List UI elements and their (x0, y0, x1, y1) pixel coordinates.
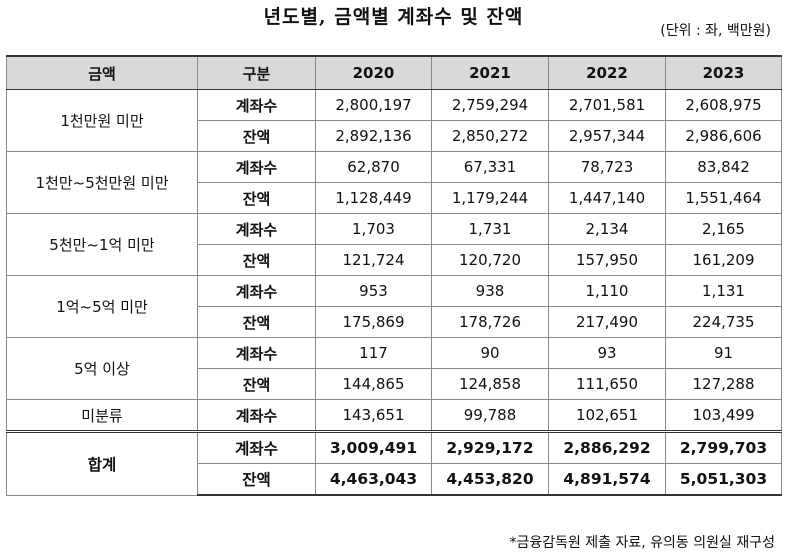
header-cell: 2022 (548, 55, 666, 90)
value-cell: 4,891,574 (548, 463, 666, 496)
value-cell: 93 (548, 337, 666, 369)
table-row: 1억~5억 미만 계좌수 953 938 1,110 1,131 (6, 275, 782, 338)
value-cell: 91 (665, 337, 782, 369)
value-cell: 2,608,975 (665, 89, 782, 121)
value-cell: 2,165 (665, 213, 782, 245)
table-row: 잔액 144,865 124,858 111,650 127,288 (7, 368, 782, 400)
value-cell: 4,463,043 (315, 463, 432, 496)
value-cell: 2,986,606 (665, 120, 782, 152)
value-cell: 217,490 (548, 306, 666, 338)
category-cell: 5억 이상 (6, 337, 198, 400)
row-type-cell: 잔액 (197, 182, 316, 214)
table-row: 잔액 175,869 178,726 217,490 224,735 (7, 306, 782, 338)
value-cell: 224,735 (665, 306, 782, 338)
value-cell: 3,009,491 (315, 430, 432, 464)
value-cell: 5,051,303 (665, 463, 782, 496)
page-title: 년도별, 금액별 계좌수 및 잔액 (263, 6, 524, 28)
value-cell: 103,499 (665, 399, 782, 432)
value-cell: 938 (431, 275, 549, 307)
value-cell: 102,651 (548, 399, 666, 432)
value-cell: 124,858 (431, 368, 549, 400)
table-row: 미분류 계좌수 143,651 99,788 102,651 103,499 (6, 399, 782, 432)
value-cell: 1,703 (315, 213, 432, 245)
value-cell: 175,869 (315, 306, 432, 338)
header-cell: 2021 (431, 55, 549, 90)
row-type-cell: 계좌수 (197, 275, 316, 307)
category-cell: 1억~5억 미만 (6, 275, 198, 338)
header-row: 금액 구분 2020 2021 2022 2023 (6, 55, 782, 90)
unit-note: (단위 : 좌, 백만원) (660, 23, 771, 39)
header-cell: 구분 (197, 55, 316, 90)
table-row: 1천만원 미만 계좌수 2,800,197 2,759,294 2,701,581 2,6… (6, 89, 782, 152)
header-cell: 2023 (665, 55, 782, 90)
row-type-cell: 계좌수 (197, 213, 316, 245)
row-type-cell: 잔액 (197, 120, 316, 152)
category-cell: 1천만원 미만 (6, 89, 198, 152)
value-cell: 2,850,272 (431, 120, 549, 152)
header-cell: 금액 (6, 55, 198, 90)
value-cell: 2,929,172 (431, 430, 549, 464)
value-cell: 2,892,136 (315, 120, 432, 152)
value-cell: 953 (315, 275, 432, 307)
data-table: 금액 구분 2020 2021 2022 2023 1천만원 미만 계좌수 2,80… (6, 55, 782, 496)
value-cell: 83,842 (665, 151, 782, 183)
value-cell: 99,788 (431, 399, 549, 432)
value-cell: 4,453,820 (431, 463, 549, 496)
value-cell: 157,950 (548, 244, 666, 276)
value-cell: 111,650 (548, 368, 666, 400)
value-cell: 62,870 (315, 151, 432, 183)
row-type-cell: 잔액 (197, 306, 316, 338)
value-cell: 2,799,703 (665, 430, 782, 464)
value-cell: 143,651 (315, 399, 432, 432)
row-type-cell: 잔액 (197, 244, 316, 276)
row-type-cell: 계좌수 (197, 337, 316, 369)
value-cell: 1,731 (431, 213, 549, 245)
value-cell: 127,288 (665, 368, 782, 400)
value-cell: 161,209 (665, 244, 782, 276)
value-cell: 2,759,294 (431, 89, 549, 121)
value-cell: 1,128,449 (315, 182, 432, 214)
category-cell: 5천만~1억 미만 (6, 213, 198, 276)
value-cell: 2,134 (548, 213, 666, 245)
value-cell: 2,957,344 (548, 120, 666, 152)
table-row: 잔액 2,892,136 2,850,272 2,957,344 2,986,606 (7, 120, 782, 152)
row-type-cell: 잔액 (197, 368, 316, 400)
value-cell: 90 (431, 337, 549, 369)
value-cell: 1,110 (548, 275, 666, 307)
value-cell: 1,551,464 (665, 182, 782, 214)
row-type-cell: 잔액 (197, 463, 316, 496)
category-cell: 미분류 (6, 399, 198, 432)
value-cell: 2,701,581 (548, 89, 666, 121)
table-row: 5천만~1억 미만 계좌수 1,703 1,731 2,134 2,165 (6, 213, 782, 276)
source-note: *금융감독원 제출 자료, 유의동 의원실 재구성 (509, 535, 775, 551)
value-cell: 117 (315, 337, 432, 369)
table-row: 1천만~5천만원 미만 계좌수 62,870 67,331 78,723 83,842 (6, 151, 782, 214)
category-cell: 1천만~5천만원 미만 (6, 151, 198, 214)
total-row: 합계 계좌수 3,009,491 2,929,172 2,886,292 2,799,70… (6, 430, 782, 496)
value-cell: 67,331 (431, 151, 549, 183)
category-cell: 합계 (6, 430, 198, 496)
value-cell: 1,179,244 (431, 182, 549, 214)
row-type-cell: 계좌수 (197, 399, 316, 432)
value-cell: 120,720 (431, 244, 549, 276)
value-cell: 178,726 (431, 306, 549, 338)
row-type-cell: 계좌수 (197, 151, 316, 183)
value-cell: 144,865 (315, 368, 432, 400)
value-cell: 2,886,292 (548, 430, 666, 464)
row-type-cell: 계좌수 (197, 89, 316, 121)
header-cell: 2020 (315, 55, 432, 90)
value-cell: 1,131 (665, 275, 782, 307)
value-cell: 78,723 (548, 151, 666, 183)
table-row: 5억 이상 계좌수 117 90 93 91 (6, 337, 782, 400)
total-row: 잔액 4,463,043 4,453,820 4,891,574 5,051,303 (7, 463, 782, 496)
value-cell: 121,724 (315, 244, 432, 276)
value-cell: 1,447,140 (548, 182, 666, 214)
value-cell: 2,800,197 (315, 89, 432, 121)
row-type-cell: 계좌수 (197, 430, 316, 464)
